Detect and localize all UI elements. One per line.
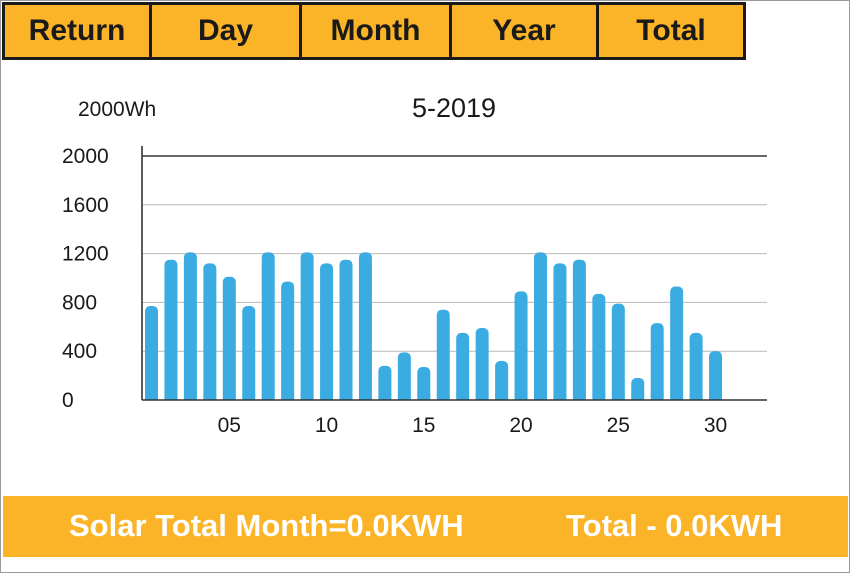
bar-day-8 [281,281,295,400]
bar-day-7 [261,252,275,400]
bar-base [203,394,217,400]
bar-day-21 [534,252,547,400]
y-tick-label: 800 [62,291,97,314]
bar-day-29 [689,332,703,400]
bar-day-13 [378,365,392,400]
chart-title: 5-2019 [412,93,496,123]
bar-base [417,394,431,400]
x-tick-label: 10 [315,414,338,437]
bar-base [495,394,509,400]
tab-month[interactable]: Month [299,2,452,60]
y-tick-label: 0 [62,389,74,412]
x-tick-label: 20 [509,414,532,437]
bar-base [709,394,723,400]
bar-base [514,394,528,400]
bar-base [358,394,372,400]
bar-day-15 [417,367,431,400]
bar-day-11 [339,259,353,400]
bar-day-20 [514,291,528,400]
bar-day-12 [358,252,372,400]
bar-base [378,394,392,400]
bar-day-19 [495,360,509,400]
bar-base [281,394,295,400]
y-tick-label: 400 [62,340,97,363]
bar-day-27 [650,323,664,400]
bar-day-22 [553,263,567,400]
bar-day-10 [320,263,334,400]
bar-base [145,394,158,400]
bar-base [300,394,314,400]
bar-day-4 [203,263,217,400]
x-tick-label: 25 [607,414,630,437]
bar-day-18 [475,328,489,400]
bar-base [689,394,703,400]
bar-base [670,394,684,400]
x-tick-label: 05 [218,414,241,437]
tab-day[interactable]: Day [149,2,302,60]
bar-day-24 [592,293,606,400]
bar-base [456,394,470,400]
tab-total[interactable]: Total [596,2,746,60]
tab-year[interactable]: Year [449,2,599,60]
bar-day-2 [164,259,178,400]
bar-base [242,394,256,400]
overall-total-text: Total - 0.0KWH [566,508,783,543]
monthly-energy-chart: 5-2019 2000Wh 0 400 800 1200 1600 2000 05 10 15 2… [62,93,767,437]
bar-day-1 [145,306,158,400]
bar-base [534,394,547,400]
bar-base [183,394,197,400]
bar-base [475,394,489,400]
x-tick-label: 15 [412,414,435,437]
bar-day-3 [183,252,197,400]
bar-base [339,394,353,400]
bar-base [164,394,178,400]
bar-base [436,394,450,400]
bar-base [261,394,275,400]
bar-day-16 [436,309,450,400]
bar-day-28 [670,286,684,400]
y-tick-label: 2000 [62,145,109,168]
x-tick-label: 30 [704,414,727,437]
y-axis-unit-label: 2000Wh [78,98,156,121]
bar-base [320,394,334,400]
y-tick-label: 1600 [62,194,109,217]
bar-day-6 [242,306,256,400]
tab-bar: Return Day Month Year Total [2,2,746,60]
bar-day-25 [611,303,625,400]
summary-footer: Solar Total Month=0.0KWH Total - 0.0KWH [3,496,848,557]
bar-base [572,394,586,400]
bar-day-9 [300,252,314,400]
bar-base [611,394,625,400]
bar-day-5 [222,276,236,400]
return-button[interactable]: Return [2,2,152,60]
bar-day-14 [397,352,411,400]
bar-base [631,394,645,400]
bar-base [222,394,236,400]
bar-base [592,394,606,400]
bar-base [650,394,664,400]
bar-base [553,394,567,400]
month-total-text: Solar Total Month=0.0KWH [69,508,464,543]
bar-day-17 [456,332,470,400]
bar-day-23 [572,259,586,400]
bar-day-30 [709,351,723,400]
y-tick-label: 1200 [62,243,109,266]
bar-base [397,394,411,400]
